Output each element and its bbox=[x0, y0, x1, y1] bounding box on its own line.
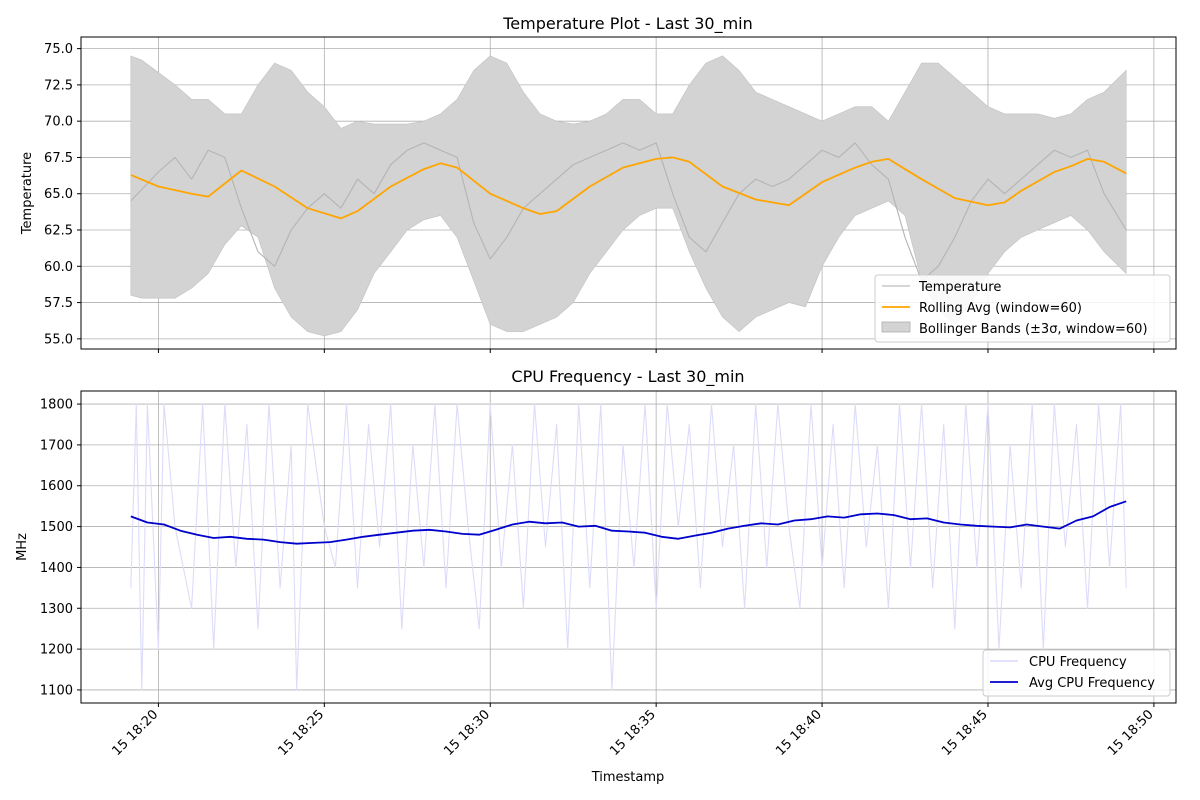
temperature-yticks: 55.0 57.5 60.0 62.5 65.0 67.5 70.0 72.5 75.0 bbox=[44, 42, 81, 347]
x-tick-label: 15 18:45 bbox=[939, 707, 991, 759]
legend-cpu-frequency-label: CPU Frequency bbox=[1029, 655, 1127, 670]
cpu-frequency-panel: CPU Frequency - Last 30_min MHz 1100 1200… bbox=[15, 367, 1177, 785]
y-tick-label: 67.5 bbox=[44, 151, 73, 166]
y-tick-label: 60.0 bbox=[44, 260, 73, 275]
y-tick-label: 72.5 bbox=[44, 78, 73, 93]
rolling-avg-window-60-line bbox=[130, 156, 1127, 220]
temperature-legend-box bbox=[874, 274, 1171, 343]
legend-avg-cpu-frequency-label: Avg CPU Frequency bbox=[1029, 676, 1155, 691]
cpu-frequency-title: CPU Frequency - Last 30_min bbox=[511, 367, 744, 387]
x-tick-label: 15 18:40 bbox=[773, 707, 825, 759]
y-tick-label: 1100 bbox=[40, 683, 73, 698]
temperature-panel: Temperature Plot - Last 30_min Temperatu… bbox=[20, 14, 1177, 353]
y-tick-label: 1600 bbox=[40, 479, 73, 494]
temperature-axes-frame bbox=[80, 36, 1177, 350]
x-tick-label: 15 18:35 bbox=[607, 707, 659, 759]
y-tick-label: 1400 bbox=[40, 561, 73, 576]
temperature-title: Temperature Plot - Last 30_min bbox=[502, 14, 752, 34]
legend-temperature-label: Temperature bbox=[918, 280, 1001, 295]
y-tick-label: 57.5 bbox=[44, 296, 73, 311]
x-axis-label: Timestamp bbox=[591, 770, 665, 785]
y-tick-label: 1800 bbox=[40, 398, 73, 413]
y-tick-label: 1300 bbox=[40, 602, 73, 617]
y-tick-label: 1200 bbox=[40, 643, 73, 658]
cpu-frequency-plot bbox=[130, 403, 1127, 691]
legend-rolling-avg-label: Rolling Avg (window=60) bbox=[919, 301, 1082, 316]
y-tick-label: 1700 bbox=[40, 438, 73, 453]
x-tick-label: 15 18:50 bbox=[1105, 707, 1157, 759]
x-tick-label: 15 18:25 bbox=[275, 707, 327, 759]
cpu-frequency-yticks: 1100 1200 1300 1400 1500 1600 1700 1800 bbox=[40, 398, 81, 698]
legend-bollinger-swatch bbox=[881, 321, 911, 333]
cpu-frequency-legend: CPU Frequency Avg CPU Frequency bbox=[982, 649, 1171, 697]
cpu-frequency-line bbox=[130, 403, 1127, 691]
avg-cpu-frequency-line bbox=[130, 500, 1127, 545]
cpu-frequency-xticks: 15 18:20 15 18:25 15 18:30 15 18:35 15 18:40… bbox=[110, 703, 1157, 759]
temperature-line bbox=[130, 142, 1127, 282]
cpu-frequency-ylabel: MHz bbox=[15, 533, 30, 561]
y-tick-label: 75.0 bbox=[44, 42, 73, 57]
temperature-ylabel: Temperature bbox=[20, 152, 35, 235]
temperature-xticks bbox=[157, 349, 1155, 353]
x-tick-label: 15 18:30 bbox=[441, 707, 493, 759]
y-tick-label: 1500 bbox=[40, 520, 73, 535]
bollinger-band-area bbox=[130, 55, 1127, 337]
cpu-frequency-legend-box bbox=[982, 649, 1171, 697]
legend-bollinger-label: Bollinger Bands (±3σ, window=60) bbox=[919, 322, 1148, 337]
temperature-legend: Temperature Rolling Avg (window=60) Boll… bbox=[874, 274, 1171, 343]
y-tick-label: 65.0 bbox=[44, 187, 73, 202]
y-tick-label: 55.0 bbox=[44, 332, 73, 347]
temperature-plot bbox=[130, 55, 1127, 337]
y-tick-label: 70.0 bbox=[44, 115, 73, 130]
cpu-frequency-axes-frame bbox=[80, 390, 1177, 704]
x-tick-label: 15 18:20 bbox=[110, 707, 162, 759]
y-tick-label: 62.5 bbox=[44, 224, 73, 239]
